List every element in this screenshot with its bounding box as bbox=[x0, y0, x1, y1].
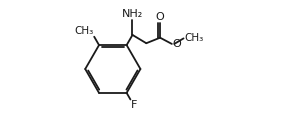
Text: CH₃: CH₃ bbox=[74, 26, 93, 36]
Text: F: F bbox=[131, 100, 137, 110]
Text: O: O bbox=[172, 39, 181, 49]
Text: CH₃: CH₃ bbox=[184, 33, 203, 43]
Text: O: O bbox=[156, 12, 164, 22]
Text: NH₂: NH₂ bbox=[122, 9, 143, 19]
